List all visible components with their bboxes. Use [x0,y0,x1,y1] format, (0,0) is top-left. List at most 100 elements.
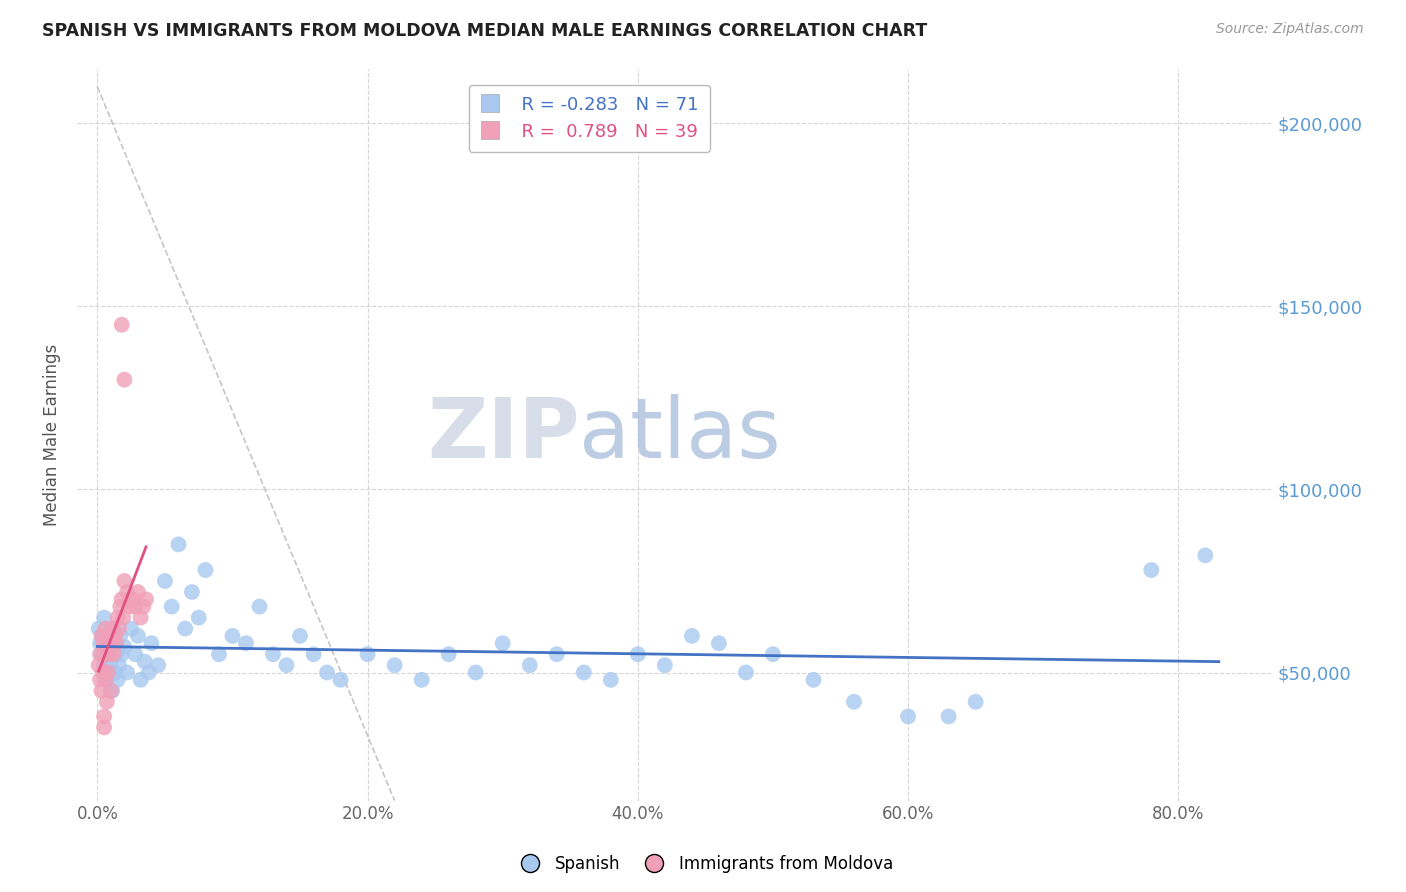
Text: ZIP: ZIP [427,394,579,475]
Point [174,622,197,636]
Point [965,695,987,709]
Point [108,658,131,673]
Point [100,655,122,669]
Point [572,665,595,680]
Point [627,647,650,661]
Point [519,658,541,673]
Point [181,585,204,599]
Point [87,622,110,636]
Point [208,647,231,661]
Point [90,683,112,698]
Point [101,683,124,698]
Point [135,592,157,607]
Point [803,673,825,687]
Point [411,673,433,687]
Point [97,665,120,680]
Point [96,695,118,709]
Point [599,673,621,687]
Point [98,629,121,643]
Point [105,647,128,661]
Point [87,658,110,673]
Point [115,585,138,599]
Point [107,610,129,624]
Point [707,636,730,650]
Point [546,647,568,661]
Point [110,599,132,614]
Point [492,636,515,650]
Point [1194,549,1216,563]
Point [96,640,118,654]
Point [938,709,960,723]
Point [735,665,758,680]
Point [91,665,114,680]
Point [842,695,865,709]
Point [89,647,111,661]
Point [129,673,152,687]
Point [160,599,183,614]
Point [93,647,115,661]
Point [235,636,257,650]
Point [127,629,149,643]
Point [187,610,209,624]
Point [98,647,121,661]
Point [120,622,142,636]
Point [221,629,243,643]
Point [93,658,115,673]
Point [96,640,118,654]
Point [138,665,160,680]
Point [194,563,217,577]
Point [762,647,785,661]
Point [249,599,271,614]
Point [316,665,339,680]
Point [108,622,131,636]
Point [105,636,128,650]
Point [167,537,190,551]
Point [101,622,124,636]
Point [124,599,146,614]
Point [127,585,149,599]
Point [302,647,325,661]
Y-axis label: Median Male Earnings: Median Male Earnings [44,343,60,525]
Point [276,658,298,673]
Point [118,599,141,614]
Point [91,636,114,650]
Point [1140,563,1163,577]
Point [129,610,152,624]
Point [654,658,676,673]
Point [104,629,127,643]
Point [112,574,135,588]
Text: SPANISH VS IMMIGRANTS FROM MOLDOVA MEDIAN MALE EARNINGS CORRELATION CHART: SPANISH VS IMMIGRANTS FROM MOLDOVA MEDIA… [42,22,928,40]
Point [89,636,111,650]
Point [124,647,146,661]
Point [262,647,284,661]
Point [96,673,118,687]
Legend:   R = -0.283   N = 71,   R =  0.789   N = 39: R = -0.283 N = 71, R = 0.789 N = 39 [468,85,710,152]
Point [146,658,169,673]
Point [112,610,135,624]
Point [94,673,117,687]
Point [104,665,127,680]
Point [115,665,138,680]
Point [141,636,163,650]
Point [91,629,114,643]
Point [103,647,125,661]
Point [100,683,122,698]
Point [93,610,115,624]
Point [107,673,129,687]
Point [681,629,703,643]
Point [384,658,406,673]
Point [93,709,115,723]
Point [94,665,117,680]
Point [153,574,176,588]
Point [90,647,112,661]
Point [112,373,135,387]
Point [90,629,112,643]
Point [111,318,134,332]
Point [97,629,120,643]
Point [437,647,460,661]
Point [329,673,352,687]
Point [97,647,120,661]
Point [132,599,155,614]
Point [111,647,134,661]
Text: Source: ZipAtlas.com: Source: ZipAtlas.com [1216,22,1364,37]
